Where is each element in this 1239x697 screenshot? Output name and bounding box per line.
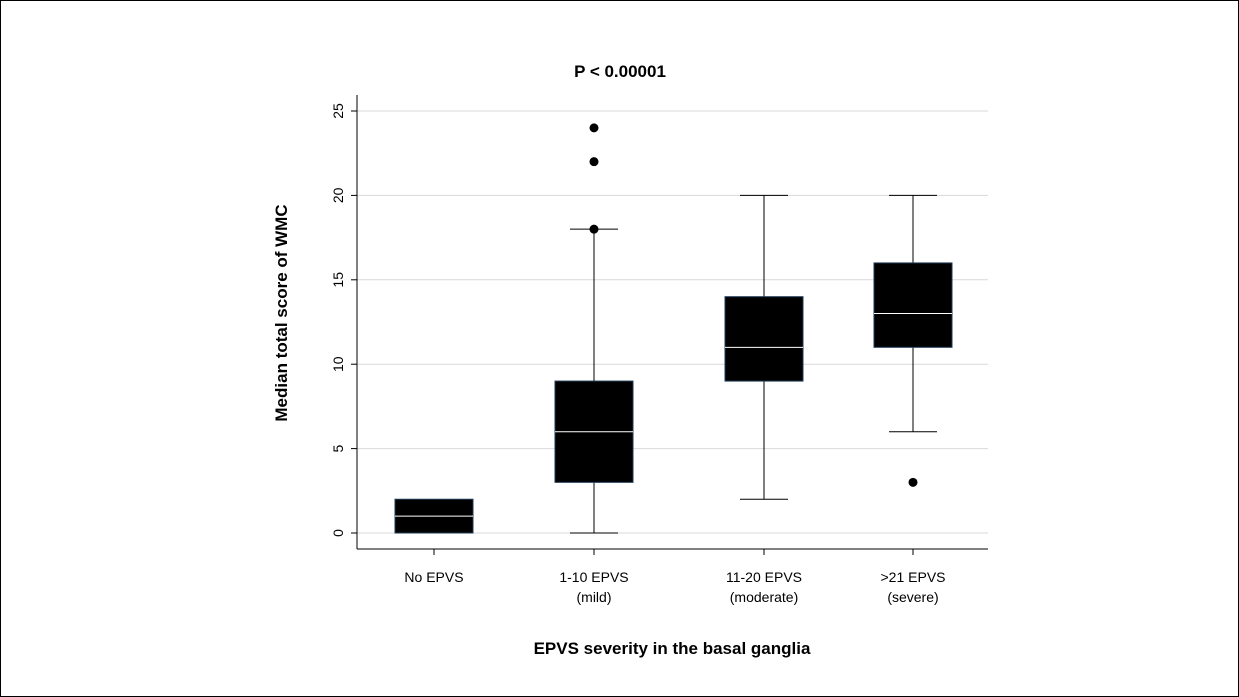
- outlier-point: [908, 477, 918, 487]
- box: [724, 296, 804, 382]
- y-tick-label: 15: [330, 272, 346, 288]
- chart-title: P < 0.00001: [574, 62, 666, 81]
- axes: 0 5 10 15 20 25 No EPVS 1-10 EPVS (mild) 11-20 EP…: [330, 95, 988, 605]
- x-tick-label: >21 EPVS: [881, 569, 946, 585]
- box-group: [873, 194, 953, 487]
- y-tick-label: 5: [330, 444, 346, 452]
- x-tick-sublabel: (mild): [577, 589, 612, 605]
- y-tick-label: 25: [330, 103, 346, 119]
- x-tick-sublabel: (moderate): [730, 589, 798, 605]
- y-tick-label: 0: [330, 529, 346, 537]
- boxes: [394, 123, 953, 534]
- outlier-point: [589, 123, 599, 133]
- x-axis-title: EPVS severity in the basal ganglia: [534, 639, 811, 658]
- x-tick-sublabel: (severe): [887, 589, 938, 605]
- box-group: [724, 194, 804, 500]
- box-group: [394, 498, 474, 534]
- y-axis-title: Median total score of WMC: [272, 204, 291, 421]
- outlier-point: [589, 224, 599, 234]
- y-tick-label: 20: [330, 187, 346, 203]
- x-tick-label: 11-20 EPVS: [726, 569, 802, 585]
- y-tick-label: 10: [330, 356, 346, 372]
- box-group: [554, 123, 634, 534]
- x-tick-label: 1-10 EPVS: [559, 569, 628, 585]
- box: [873, 262, 953, 348]
- outlier-point: [589, 157, 599, 167]
- x-tick-label: No EPVS: [404, 569, 463, 585]
